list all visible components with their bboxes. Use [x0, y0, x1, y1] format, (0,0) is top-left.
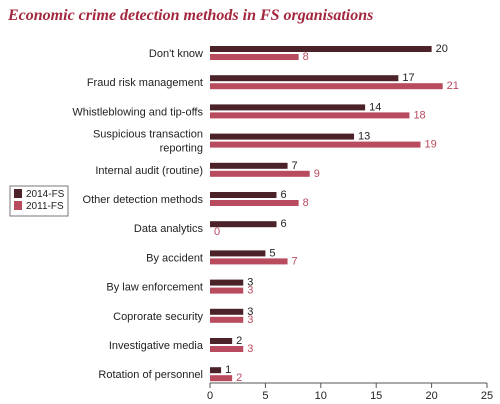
x-tick-label-15: 15	[370, 390, 382, 402]
value-label-2011-fs-data-analytics: 0	[214, 226, 220, 238]
bar-2011-fs-other-detection-methods	[210, 200, 299, 206]
bar-2014-fs-by-law-enforcement	[210, 279, 244, 286]
value-label-2014-fs-rotation-of-personnel: 1	[225, 364, 231, 376]
bar-2014-fs-coprorate-security	[210, 308, 244, 315]
x-tick-label-5: 5	[262, 390, 268, 402]
value-label-2014-fs-data-analytics: 6	[280, 218, 286, 230]
legend-swatch-2014-fs	[14, 189, 22, 198]
value-label-2014-fs-by-law-enforcement: 3	[247, 277, 253, 289]
value-label-2014-fs-coprorate-security: 3	[247, 306, 253, 318]
value-label-2011-fs-rotation-of-personnel: 2	[236, 372, 242, 384]
bar-2014-fs-don-t-know	[210, 46, 432, 52]
value-label-2014-fs-by-accident: 5	[269, 247, 275, 259]
category-label-suspicious-transaction-reporting: Suspicious transaction reporting	[93, 129, 203, 155]
category-label-don-t-know: Don't know	[149, 48, 203, 60]
bar-2014-fs-investigative-media	[210, 338, 233, 344]
value-label-2014-fs-suspicious-transaction-reporting: 13	[358, 131, 370, 143]
bar-2014-fs-fraud-risk-management	[210, 75, 399, 82]
value-label-2011-fs-other-detection-methods: 8	[303, 197, 309, 209]
bar-2011-fs-internal-audit-routine	[210, 170, 310, 177]
bar-2011-fs-don-t-know	[210, 54, 299, 60]
chart-title: Economic crime detection methods in FS o…	[8, 7, 374, 24]
category-label-line: reporting	[160, 143, 203, 155]
legend-label-2011-fs: 2011-FS	[26, 201, 64, 212]
value-label-2011-fs-investigative-media: 3	[247, 343, 253, 355]
bar-2014-fs-other-detection-methods	[210, 192, 277, 198]
value-label-2011-fs-coprorate-security: 3	[247, 314, 253, 326]
category-label-investigative-media: Investigative media	[109, 340, 204, 352]
category-label-whistleblowing-and-tip-offs: Whistleblowing and tip-offs	[72, 106, 203, 118]
bar-2011-fs-by-accident	[210, 258, 288, 265]
bar-2014-fs-by-accident	[210, 250, 266, 257]
legend-swatch-2011-fs	[14, 201, 22, 210]
category-label-other-detection-methods: Other detection methods	[83, 194, 204, 206]
value-label-2014-fs-other-detection-methods: 6	[280, 189, 286, 201]
bar-2011-fs-investigative-media	[210, 346, 244, 352]
value-label-2011-fs-internal-audit-routine: 9	[314, 168, 320, 180]
bar-2014-fs-internal-audit-routine	[210, 162, 288, 169]
value-label-2011-fs-by-accident: 7	[292, 255, 298, 267]
category-label-coprorate-security: Coprorate security	[113, 311, 203, 323]
value-label-2011-fs-whistleblowing-and-tip-offs: 18	[413, 109, 425, 121]
bar-2014-fs-rotation-of-personnel	[210, 367, 222, 374]
x-tick-label-25: 25	[481, 390, 493, 402]
bar-2011-fs-fraud-risk-management	[210, 83, 443, 90]
category-label-by-accident: By accident	[146, 252, 203, 264]
category-label-rotation-of-personnel: Rotation of personnel	[98, 369, 203, 381]
bar-2011-fs-coprorate-security	[210, 316, 244, 323]
bar-2014-fs-data-analytics	[210, 221, 277, 228]
category-label-internal-audit-routine: Internal audit (routine)	[95, 165, 203, 177]
legend-label-2014-fs: 2014-FS	[26, 189, 65, 200]
value-label-2014-fs-internal-audit-routine: 7	[292, 160, 298, 172]
value-label-2014-fs-whistleblowing-and-tip-offs: 14	[369, 101, 381, 113]
bar-2011-fs-suspicious-transaction-reporting	[210, 141, 421, 148]
category-label-line: Suspicious transaction	[93, 129, 203, 141]
value-label-2014-fs-fraud-risk-management: 17	[402, 72, 414, 84]
bar-2011-fs-rotation-of-personnel	[210, 375, 233, 382]
value-label-2011-fs-by-law-enforcement: 3	[247, 285, 253, 297]
x-tick-label-10: 10	[315, 390, 327, 402]
value-label-2014-fs-investigative-media: 2	[236, 335, 242, 347]
value-label-2011-fs-don-t-know: 8	[303, 51, 309, 63]
value-label-2011-fs-fraud-risk-management: 21	[447, 80, 459, 92]
x-tick-label-0: 0	[207, 390, 213, 402]
category-label-by-law-enforcement: By law enforcement	[106, 282, 203, 294]
value-label-2014-fs-don-t-know: 20	[436, 43, 448, 55]
value-label-2011-fs-suspicious-transaction-reporting: 19	[425, 139, 437, 151]
category-label-fraud-risk-management: Fraud risk management	[87, 77, 203, 89]
category-label-data-analytics: Data analytics	[134, 223, 204, 235]
bar-2011-fs-whistleblowing-and-tip-offs	[210, 112, 410, 119]
bar-2014-fs-suspicious-transaction-reporting	[210, 133, 355, 140]
bar-2011-fs-by-law-enforcement	[210, 287, 244, 294]
bar-2014-fs-whistleblowing-and-tip-offs	[210, 104, 366, 111]
x-tick-label-20: 20	[425, 390, 437, 402]
